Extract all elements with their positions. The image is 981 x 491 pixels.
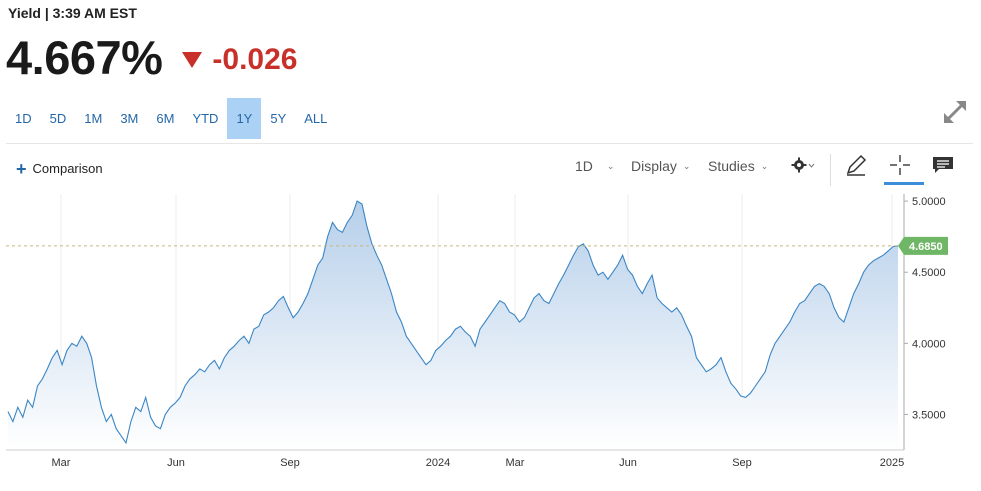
toolbar-divider: [830, 154, 831, 186]
x-tick-label: Mar: [52, 457, 71, 469]
range-all[interactable]: ALL: [304, 111, 328, 126]
x-tick-label: Sep: [280, 457, 300, 469]
range-1m[interactable]: 1M: [84, 111, 103, 126]
quote-meta: Yield | 3:39 AM EST: [8, 5, 137, 21]
crosshair-active-indicator: [884, 182, 924, 185]
studies-label: Studies: [708, 158, 755, 174]
gear-icon[interactable]: [789, 152, 815, 178]
expand-icon[interactable]: [941, 98, 969, 126]
range-1d[interactable]: 1D: [15, 111, 32, 126]
range-5y[interactable]: 5Y: [270, 111, 287, 126]
last-value-label: 4.6850: [898, 236, 948, 255]
quote-block: 4.667% -0.026: [6, 30, 297, 85]
comparison-label: Comparison: [32, 161, 103, 176]
studies-dropdown[interactable]: Studies ⌄: [708, 158, 768, 174]
interval-label: 1D: [575, 158, 593, 174]
y-tick-label: 4.5000: [912, 267, 946, 279]
area-fill: [8, 201, 898, 450]
time-range-selector: 1D 5D 1M 3M 6M YTD 1Y 5Y ALL: [6, 98, 336, 139]
range-5d[interactable]: 5D: [49, 111, 67, 126]
crosshair-icon[interactable]: [887, 152, 913, 178]
series-line: [7, 200, 899, 445]
yield-change: -0.026: [212, 42, 298, 76]
comment-icon[interactable]: [930, 152, 956, 178]
x-tick-label: 2025: [880, 457, 904, 469]
y-tick-label: 5.0000: [912, 196, 946, 208]
y-tick-label: 4.0000: [912, 338, 946, 350]
x-tick-label: Sep: [732, 457, 752, 469]
range-1y[interactable]: 1Y: [227, 98, 262, 139]
y-tick-label: 3.5000: [912, 409, 946, 421]
x-tick-label: Mar: [506, 457, 525, 469]
yield-chart[interactable]: 3.5000 4.0000 4.5000 5.0000 Mar Jun Sep 2024 Ma…: [0, 188, 981, 491]
chevron-down-icon: ⌄: [682, 160, 691, 171]
chevron-down-icon: ⌄: [606, 160, 615, 171]
range-ytd[interactable]: YTD: [192, 111, 219, 126]
interval-dropdown[interactable]: 1D ⌄: [575, 158, 614, 174]
x-tick-label: 2024: [426, 457, 450, 469]
down-arrow-icon: [182, 51, 203, 68]
header-divider: [6, 143, 973, 144]
x-tick-label: Jun: [619, 457, 637, 469]
plus-icon: +: [16, 158, 27, 179]
display-dropdown[interactable]: Display ⌄: [631, 158, 690, 174]
chevron-down-icon: ⌄: [760, 160, 769, 171]
pencil-icon[interactable]: [843, 152, 869, 178]
svg-text:4.6850: 4.6850: [909, 241, 943, 253]
range-3m[interactable]: 3M: [120, 111, 139, 126]
range-6m[interactable]: 6M: [156, 111, 175, 126]
x-tick-label: Jun: [167, 457, 185, 469]
yield-price: 4.667%: [6, 31, 163, 84]
display-label: Display: [631, 158, 677, 174]
comparison-button[interactable]: + Comparison: [16, 158, 103, 179]
